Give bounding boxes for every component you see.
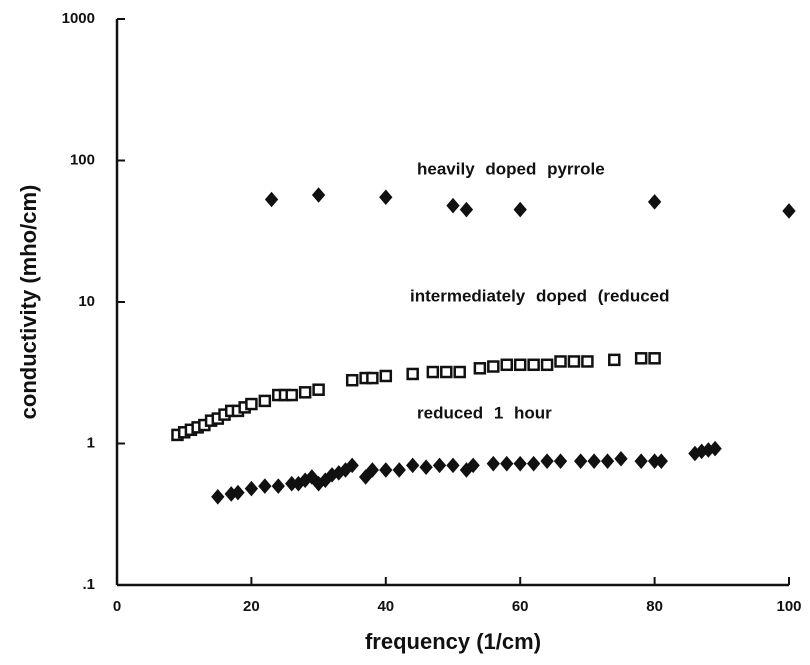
point <box>446 457 460 474</box>
point <box>345 373 359 387</box>
point <box>459 201 474 218</box>
point <box>526 455 541 472</box>
x-tick-label: 40 <box>377 598 394 615</box>
point <box>540 453 554 469</box>
point <box>500 358 514 372</box>
point <box>244 480 259 497</box>
point <box>432 457 447 474</box>
x-axis-title: frequency (1/cm) <box>365 629 541 654</box>
point <box>446 197 460 214</box>
point <box>574 453 588 469</box>
point <box>392 462 406 478</box>
point <box>366 371 379 385</box>
point <box>513 201 527 218</box>
point <box>258 478 272 494</box>
x-tick-label: 20 <box>243 598 260 615</box>
x-tick-label: 60 <box>512 598 529 615</box>
y-axis-title: conductivity (mho/cm) <box>16 185 41 420</box>
point <box>554 355 567 368</box>
point <box>600 453 615 469</box>
point <box>345 457 359 474</box>
point <box>379 462 393 478</box>
point <box>406 457 420 474</box>
point <box>567 355 581 368</box>
point <box>264 191 279 208</box>
point <box>654 453 668 469</box>
point <box>311 187 326 203</box>
point <box>211 489 225 505</box>
series-label: intermediately doped (reduced <box>410 286 670 305</box>
x-tick-label: 0 <box>113 598 121 615</box>
point <box>473 362 487 375</box>
point <box>231 484 245 501</box>
point <box>647 194 662 210</box>
point <box>285 388 298 402</box>
point <box>587 453 601 469</box>
point <box>379 189 393 206</box>
point <box>419 459 433 475</box>
y-tick-label: 1000 <box>62 10 95 27</box>
point <box>708 440 722 457</box>
point <box>614 451 628 467</box>
point <box>634 453 648 469</box>
point <box>312 383 325 396</box>
point <box>782 203 796 219</box>
point <box>466 457 480 474</box>
point <box>305 469 319 485</box>
point <box>298 386 312 399</box>
point <box>258 394 272 408</box>
point <box>648 352 661 365</box>
point <box>634 352 648 365</box>
y-tick-label: .1 <box>82 576 95 593</box>
point <box>553 453 568 469</box>
point <box>271 478 285 494</box>
point <box>487 360 500 373</box>
x-tick-label: 100 <box>776 598 801 615</box>
point <box>440 365 453 379</box>
y-tick-label: 100 <box>70 151 95 168</box>
series-label: reduced 1 hour <box>417 403 552 422</box>
series-label: heavily doped pyrrole <box>417 159 605 178</box>
point <box>581 355 594 368</box>
point <box>486 455 500 472</box>
point <box>365 462 380 478</box>
point <box>527 358 540 372</box>
point <box>513 358 527 372</box>
point <box>608 353 621 367</box>
point <box>358 469 373 485</box>
point <box>379 369 393 383</box>
point <box>453 365 466 379</box>
point <box>513 455 527 472</box>
point <box>500 455 514 472</box>
point <box>426 365 440 379</box>
y-tick-label: 10 <box>78 293 95 310</box>
point <box>540 358 554 372</box>
point <box>406 367 419 381</box>
x-tick-label: 80 <box>646 598 663 615</box>
point <box>245 397 258 411</box>
y-tick-label: 1 <box>87 434 95 451</box>
